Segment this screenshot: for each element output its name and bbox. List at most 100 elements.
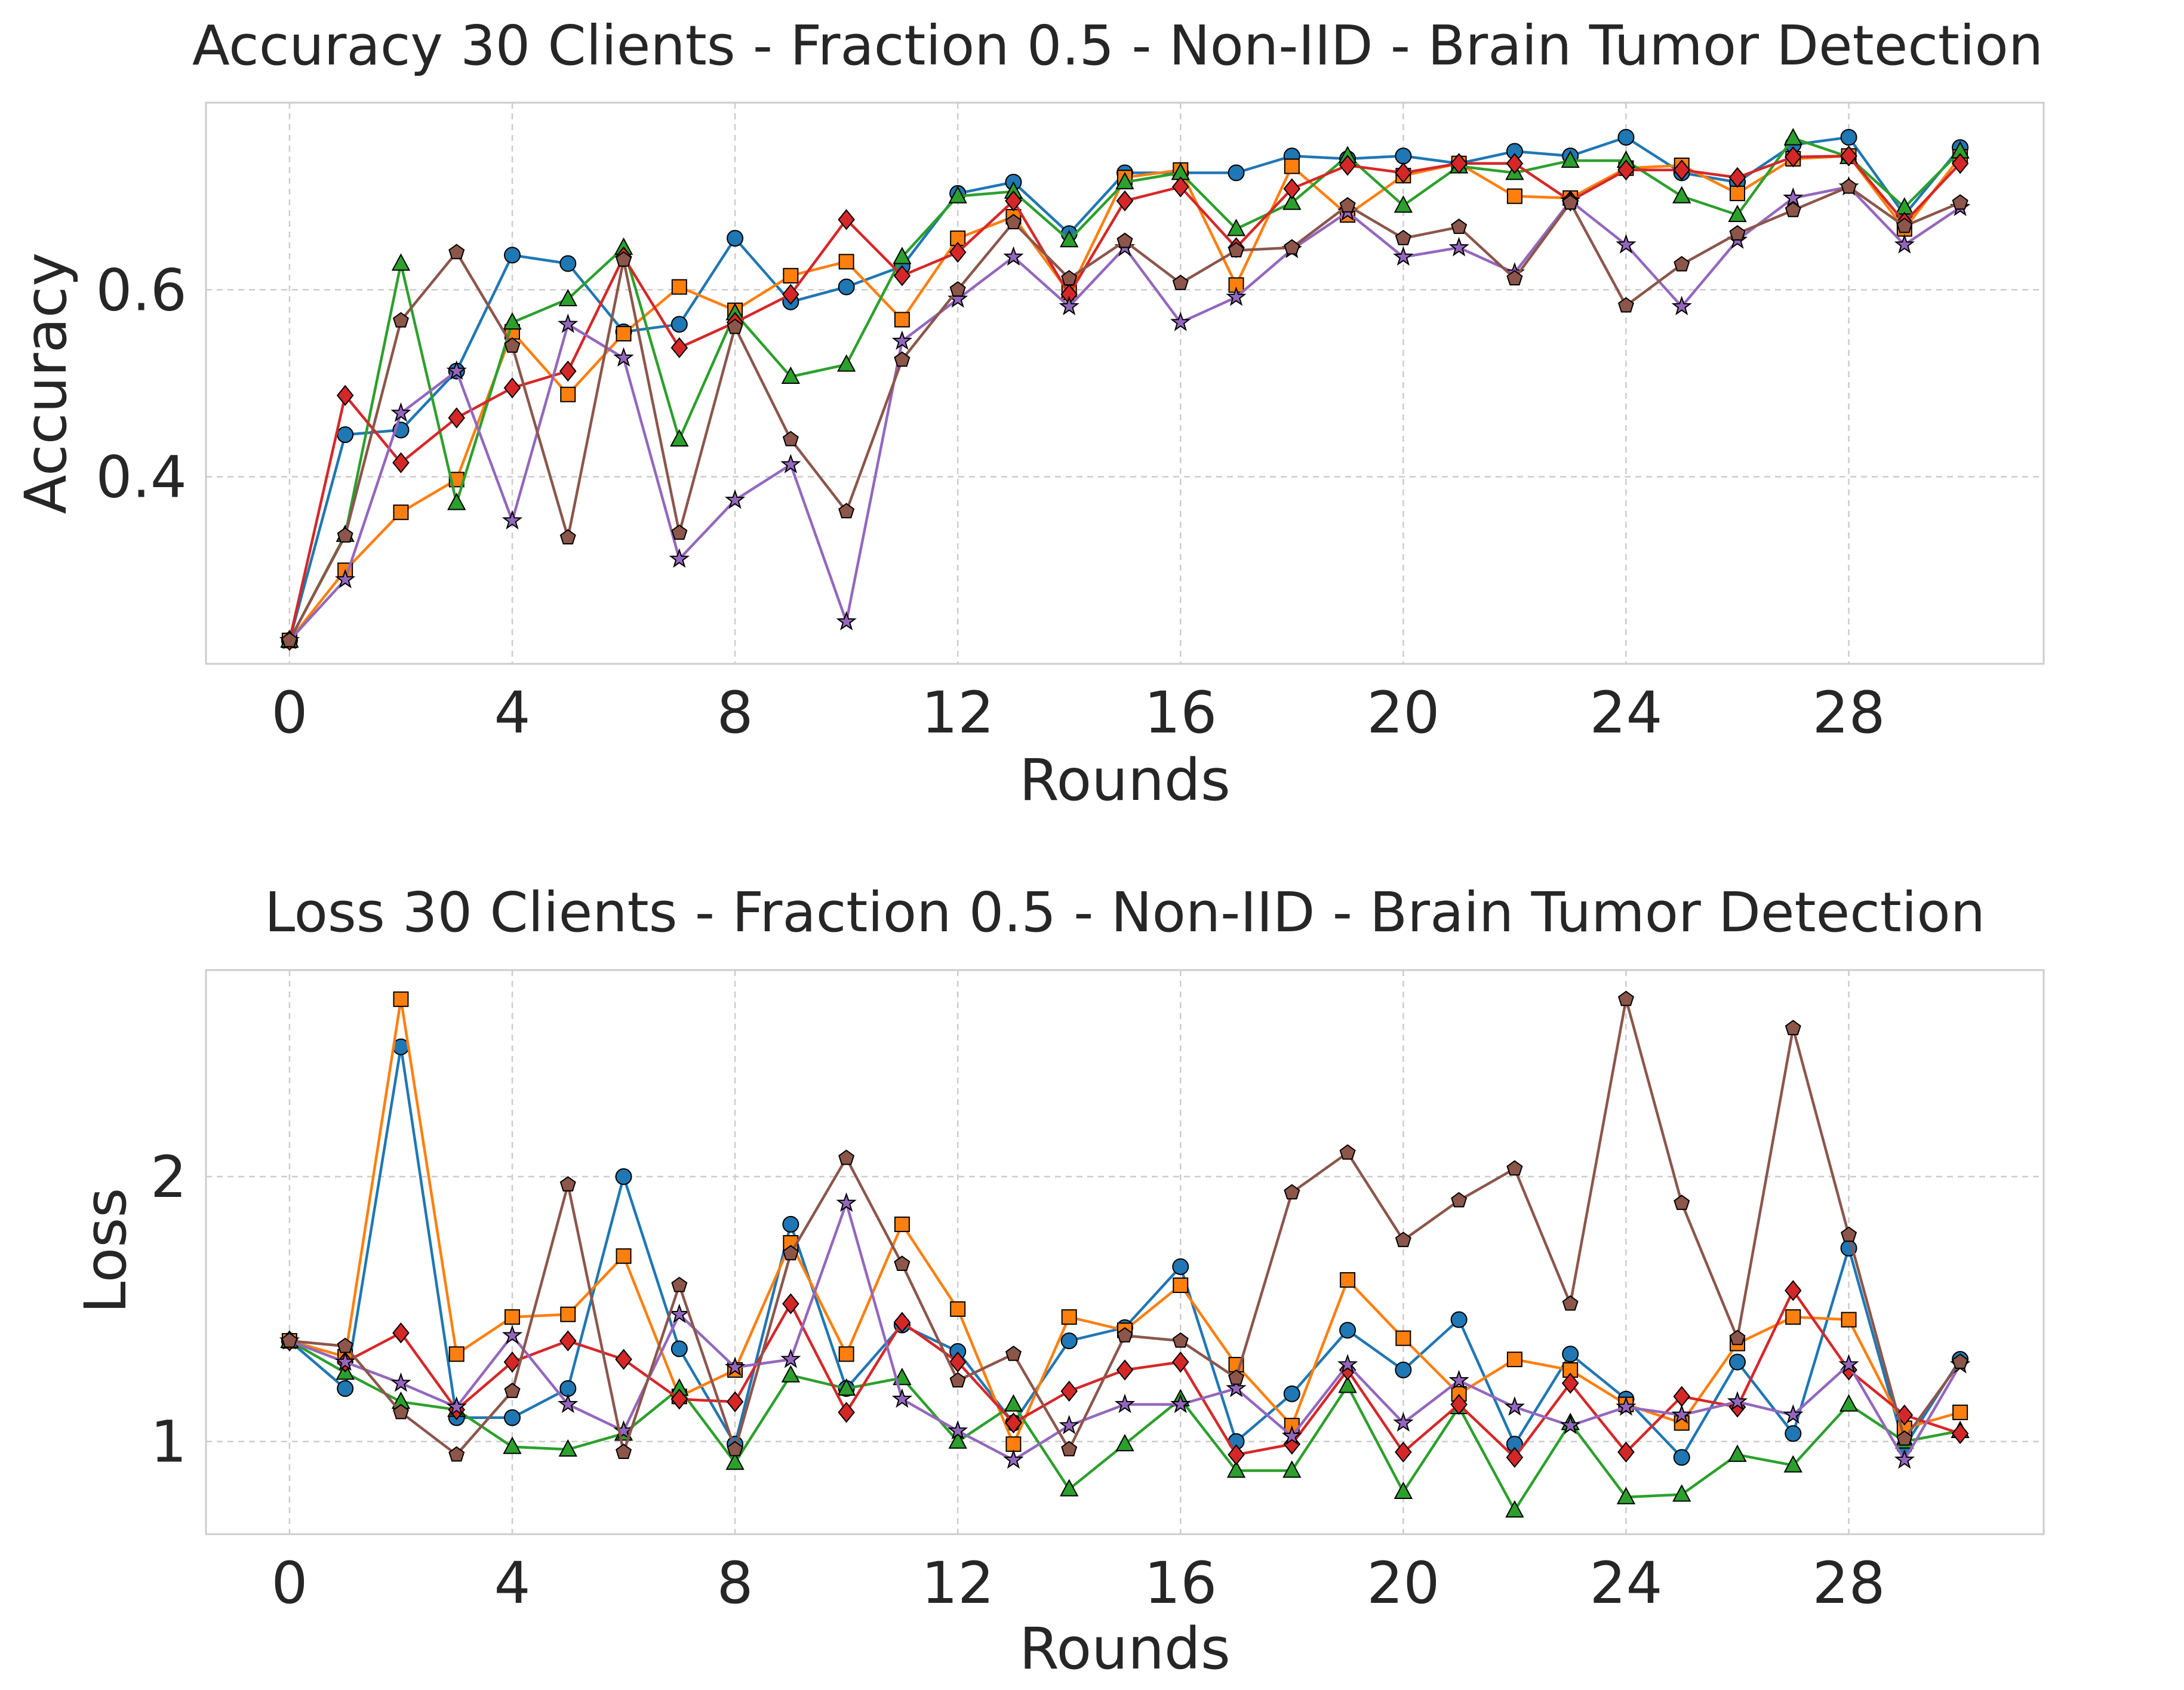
loss-series-5-point	[1560, 1415, 1581, 1435]
accuracy-series-2-point	[894, 312, 910, 328]
loss-series-6-point	[1729, 1329, 1746, 1346]
accuracy-series-6-point	[559, 529, 576, 544]
loss-x-tick-label: 12	[921, 1550, 994, 1617]
loss-series-5-point	[669, 1303, 690, 1323]
accuracy-series-2-point	[838, 254, 854, 270]
loss-series-1-point	[670, 1340, 688, 1357]
accuracy-series-6-point	[894, 351, 910, 367]
accuracy-series-5-point	[502, 510, 523, 530]
accuracy-series-2-point	[1730, 185, 1745, 201]
loss-series-4-point	[1060, 1380, 1078, 1402]
loss-series-lines	[279, 990, 1971, 1518]
accuracy-series-3-point	[836, 354, 856, 372]
loss-series-2-point	[1395, 1330, 1411, 1346]
loss-series-5-point	[1616, 1396, 1637, 1416]
loss-series-4-point	[1116, 1359, 1134, 1381]
loss-series-2-point	[1005, 1436, 1022, 1452]
accuracy-x-tick-label: 16	[1144, 679, 1217, 746]
loss-series-2-point	[393, 991, 409, 1007]
loss-series-1-point	[337, 1380, 354, 1397]
loss-series-3-point	[1115, 1434, 1134, 1452]
loss-series-4-point	[1450, 1394, 1468, 1415]
loss-series-4-point	[392, 1322, 410, 1344]
loss-series-4-point	[1951, 1423, 1969, 1444]
loss-series-5-point	[1671, 1404, 1692, 1424]
loss-series-6-point	[1284, 1184, 1300, 1200]
loss-series-5-point	[446, 1396, 467, 1416]
accuracy-series-1-point	[1840, 128, 1857, 146]
accuracy-series-6-point	[1562, 194, 1579, 210]
accuracy-series-3-point	[1060, 230, 1079, 248]
accuracy-series-4-point	[1617, 159, 1635, 181]
loss-series-1-point	[1283, 1385, 1300, 1402]
accuracy-series-4-point	[1171, 176, 1189, 198]
accuracy-chart: Accuracy 30 Clients - Fraction 0.5 - Non…	[13, 14, 2045, 814]
accuracy-series-4-point	[392, 452, 410, 473]
loss-series-3-point	[1394, 1481, 1413, 1500]
loss-series-5-point	[1783, 1404, 1804, 1424]
accuracy-series-3-point	[1394, 195, 1413, 213]
loss-series-6-point	[1617, 990, 1634, 1006]
loss-series-5-point	[947, 1420, 968, 1440]
accuracy-series-4-point	[1339, 155, 1356, 176]
loss-series-3-point	[1783, 1455, 1802, 1473]
loss-series-1-point	[1060, 1332, 1078, 1350]
accuracy-x-tick-label: 20	[1367, 679, 1439, 746]
loss-series-1-point	[1395, 1361, 1412, 1378]
loss-series-1-point	[1450, 1311, 1468, 1328]
accuracy-series-3-point	[670, 429, 689, 447]
loss-series-4-point	[1228, 1444, 1245, 1466]
accuracy-series-5-point	[724, 489, 746, 509]
loss-series-6-point	[838, 1149, 855, 1165]
accuracy-series-5-point	[1671, 295, 1692, 316]
loss-series-1-point	[615, 1168, 632, 1186]
accuracy-series-5-point	[1448, 236, 1469, 257]
loss-series-2-point	[1506, 1352, 1522, 1368]
accuracy-tick-labels: 0 4 8 12 16 20 24 28 0.4 0.6	[96, 257, 1885, 746]
loss-series-3-point	[503, 1436, 522, 1454]
accuracy-series-4-point	[1005, 190, 1022, 212]
loss-series-5-point	[1504, 1396, 1525, 1416]
loss-series-6-point	[1005, 1346, 1022, 1361]
loss-series-6-point	[1785, 1020, 1801, 1036]
loss-series-4-point	[1506, 1446, 1524, 1468]
loss-series-3-point	[1282, 1460, 1302, 1478]
accuracy-series-6-point	[1841, 178, 1857, 194]
loss-series-3-point	[781, 1365, 801, 1383]
loss-series-4-point	[1617, 1441, 1635, 1463]
accuracy-series-6-point	[1339, 197, 1356, 213]
accuracy-series-6-point	[838, 503, 855, 519]
loss-x-tick-label: 28	[1812, 1550, 1885, 1617]
loss-series-4-point	[1561, 1372, 1579, 1394]
accuracy-series-4-point	[1840, 145, 1857, 167]
loss-series-4-point	[893, 1312, 911, 1333]
loss-series-5-point	[836, 1192, 857, 1212]
accuracy-series-6-point	[1228, 242, 1245, 258]
loss-series-6-point	[1061, 1440, 1078, 1457]
loss-series-5-point	[780, 1349, 801, 1368]
accuracy-series-4-point	[893, 265, 911, 287]
accuracy-x-tick-label: 24	[1589, 679, 1662, 746]
loss-series-6-point	[1228, 1369, 1245, 1385]
accuracy-series-4-point	[448, 407, 466, 429]
loss-series-1-point	[782, 1215, 799, 1233]
accuracy-series-5-point	[780, 454, 801, 473]
loss-series-2-point	[1841, 1312, 1857, 1328]
accuracy-series-6-point	[1506, 270, 1523, 286]
accuracy-series-2-point	[783, 267, 799, 284]
loss-x-tick-label: 16	[1144, 1550, 1217, 1617]
loss-series-2-point	[894, 1216, 910, 1232]
accuracy-series-3-point	[1115, 172, 1134, 190]
loss-series-1-point	[1172, 1258, 1189, 1275]
accuracy-series-6-point	[727, 318, 743, 334]
accuracy-series-3-point	[1561, 150, 1580, 168]
loss-series-1-point	[1562, 1346, 1579, 1363]
accuracy-series-6-point	[1005, 214, 1022, 230]
loss-series-3-point	[1616, 1486, 1636, 1504]
accuracy-series-6-point	[1061, 270, 1078, 286]
loss-series-2-point	[560, 1306, 576, 1322]
accuracy-series-5-point	[1393, 246, 1414, 266]
loss-series-6-point	[504, 1383, 521, 1398]
